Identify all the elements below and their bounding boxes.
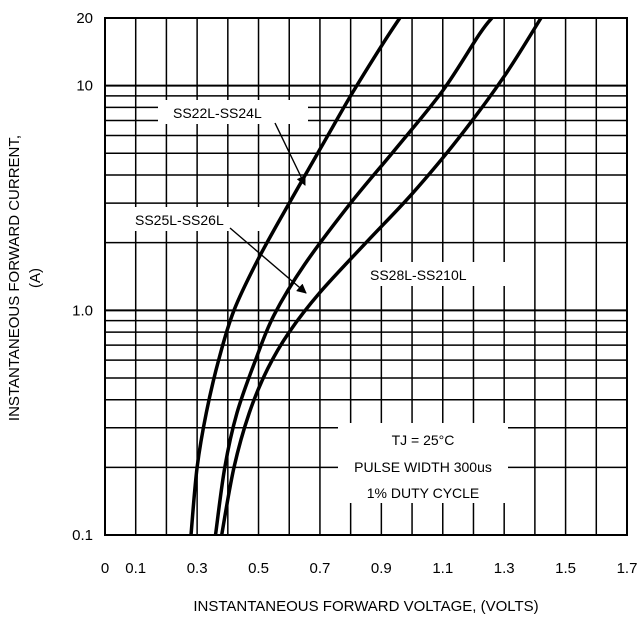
x-tick-label: 1.5: [555, 560, 576, 577]
curve-label-c: SS28L-SS210L: [370, 267, 467, 283]
x-tick-label: 0.1: [125, 560, 146, 577]
series-line-1: [189, 17, 402, 536]
conditions-line-2: PULSE WIDTH 300us: [354, 459, 492, 475]
arrow-b: [229, 227, 307, 294]
y-tick-label: 1.0: [72, 302, 93, 319]
y-axis-label-line2: (A): [27, 268, 44, 288]
y-tick-label: 0.1: [72, 527, 93, 544]
x-axis-label: INSTANTANEOUS FORWARD VOLTAGE, (VOLTS): [193, 598, 538, 615]
conditions-bg: [338, 423, 508, 503]
conditions-line-1: TJ = 25°C: [392, 432, 455, 448]
series-lines: [189, 16, 543, 536]
conditions-line-3: 1% DUTY CYCLE: [367, 485, 480, 501]
x-tick-label: 1.3: [494, 560, 515, 577]
label-bg-c: [355, 262, 515, 286]
arrow-a: [274, 122, 306, 186]
x-tick-label: 0: [101, 560, 109, 577]
x-tick-labels: 0 0.1 0.3 0.5 0.7 0.9 1.1 1.3 1.5 1.7: [101, 560, 638, 577]
label-bg-b: [125, 207, 280, 231]
y-axis-label-line1: INSTANTANEOUS FORWARD CURRENT,: [6, 135, 23, 421]
x-tick-label: 1.1: [432, 560, 453, 577]
plot-frame: [104, 17, 628, 536]
curve-label-a: SS22L-SS24L: [173, 105, 262, 121]
series-line-3: [219, 17, 543, 536]
series-line-2: [213, 16, 494, 536]
x-tick-label: 1.7: [617, 560, 638, 577]
label-bg-a: [158, 100, 308, 124]
x-tick-label: 0.7: [310, 560, 331, 577]
x-tick-label: 0.5: [248, 560, 269, 577]
y-tick-label: 20: [76, 10, 93, 27]
curve-label-b: SS25L-SS26L: [135, 212, 224, 228]
y-tick-labels: 0.1 1.0 10 20: [72, 10, 93, 544]
x-tick-label: 0.3: [187, 560, 208, 577]
x-tick-label: 0.9: [371, 560, 392, 577]
y-tick-label: 10: [76, 78, 93, 95]
